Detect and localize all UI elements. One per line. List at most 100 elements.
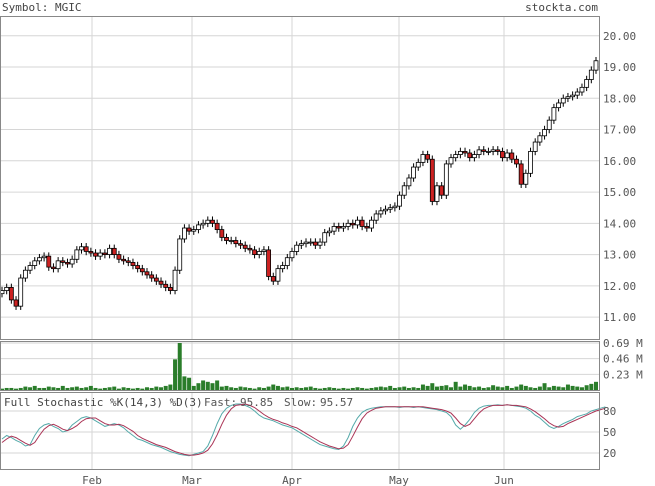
x-month-label: Jun [494, 474, 514, 486]
candle-body [439, 185, 445, 196]
volume-bar [144, 387, 149, 390]
candle-body [177, 238, 183, 271]
volume-bar [477, 386, 482, 390]
x-month-label: Mar [182, 474, 202, 486]
volume-bar [215, 380, 220, 390]
volume-bar [537, 386, 542, 390]
price-candle [0, 286, 5, 298]
volume-bar [60, 385, 65, 390]
price-tick-label: 19.00 [603, 61, 636, 74]
price-candle [51, 263, 56, 273]
price-candle [102, 249, 108, 259]
candle-body [327, 230, 332, 234]
price-candle [83, 243, 89, 256]
x-month-label: Apr [282, 474, 302, 486]
volume-bar [304, 387, 309, 390]
candle-body [500, 151, 505, 159]
price-candle [18, 274, 24, 310]
price-grid [1, 17, 599, 339]
price-candle [130, 258, 136, 270]
volume-bar [46, 386, 51, 390]
candle-body [411, 166, 416, 179]
price-candle [518, 160, 524, 189]
price-candle [280, 261, 286, 273]
price-candle [27, 261, 33, 274]
price-candle [579, 83, 585, 96]
candle-body [317, 241, 323, 246]
volume-bar [439, 385, 444, 390]
price-candle [88, 247, 94, 257]
volume-tick-label: 0.46 M [603, 353, 643, 366]
volume-bar [570, 385, 575, 390]
symbol-label: Symbol: MGIC [2, 1, 81, 14]
volume-bar [88, 385, 93, 390]
price-candle [41, 252, 47, 262]
volume-bar [14, 388, 19, 390]
price-candle [560, 94, 566, 107]
volume-bar [121, 387, 126, 390]
volume-bar [486, 387, 491, 390]
volume-bar [229, 387, 234, 390]
volume-bar [233, 387, 238, 390]
price-candle [121, 255, 127, 265]
volume-bar [411, 387, 416, 390]
volume-bar [327, 387, 332, 390]
volume-bar [495, 386, 500, 390]
volume-bar [308, 386, 313, 390]
price-candle [401, 182, 407, 199]
candle-body [32, 260, 38, 266]
candle-body [172, 269, 178, 291]
candle-body [537, 135, 543, 143]
volume-bar [74, 386, 79, 390]
volume-bar [191, 385, 196, 390]
candle-body [163, 283, 169, 288]
candle-body [401, 185, 407, 196]
price-candle [504, 149, 510, 162]
candle-body [509, 152, 515, 160]
stochastic-tick-label: 20 [603, 447, 616, 460]
x-month-label: May [389, 474, 409, 486]
candle-body [111, 247, 117, 255]
volume-bar [458, 386, 463, 390]
candle-body [476, 149, 482, 155]
volume-bar [271, 384, 276, 390]
volume-bar [9, 387, 14, 390]
price-candle [420, 150, 426, 167]
price-candle [514, 155, 519, 168]
candle-body [429, 158, 435, 202]
candle-body [467, 152, 473, 159]
price-candle [425, 150, 431, 163]
volume-bar [346, 388, 351, 390]
price-candle [593, 57, 599, 74]
candle-body [196, 224, 201, 230]
candle-body [280, 265, 286, 270]
candle-body [584, 79, 590, 88]
volume-bar [322, 387, 327, 390]
volume-bar [196, 383, 201, 390]
volume-bar [434, 386, 439, 390]
volume-bar [467, 385, 472, 390]
volume-bar [261, 387, 266, 390]
volume-bar [556, 386, 561, 390]
candle-body [69, 258, 75, 265]
candle-body [4, 287, 10, 291]
price-candle [37, 253, 42, 265]
candle-body [55, 260, 61, 270]
volume-bar [416, 387, 421, 390]
price-candle [289, 247, 295, 262]
price-candle [205, 216, 211, 228]
price-candle [93, 249, 98, 260]
volume-bar [584, 385, 589, 390]
price-tick-label: 13.00 [603, 249, 636, 262]
volume-frame [0, 341, 600, 391]
candle-body [182, 227, 187, 240]
volume-bar [18, 387, 23, 390]
volume-bar [135, 387, 140, 390]
price-candle [486, 147, 491, 156]
candle-body [560, 97, 566, 104]
candle-body [210, 219, 215, 224]
price-candle [247, 244, 253, 254]
price-candle [467, 149, 473, 162]
candle-body [8, 287, 14, 301]
volume-bar [463, 384, 468, 390]
